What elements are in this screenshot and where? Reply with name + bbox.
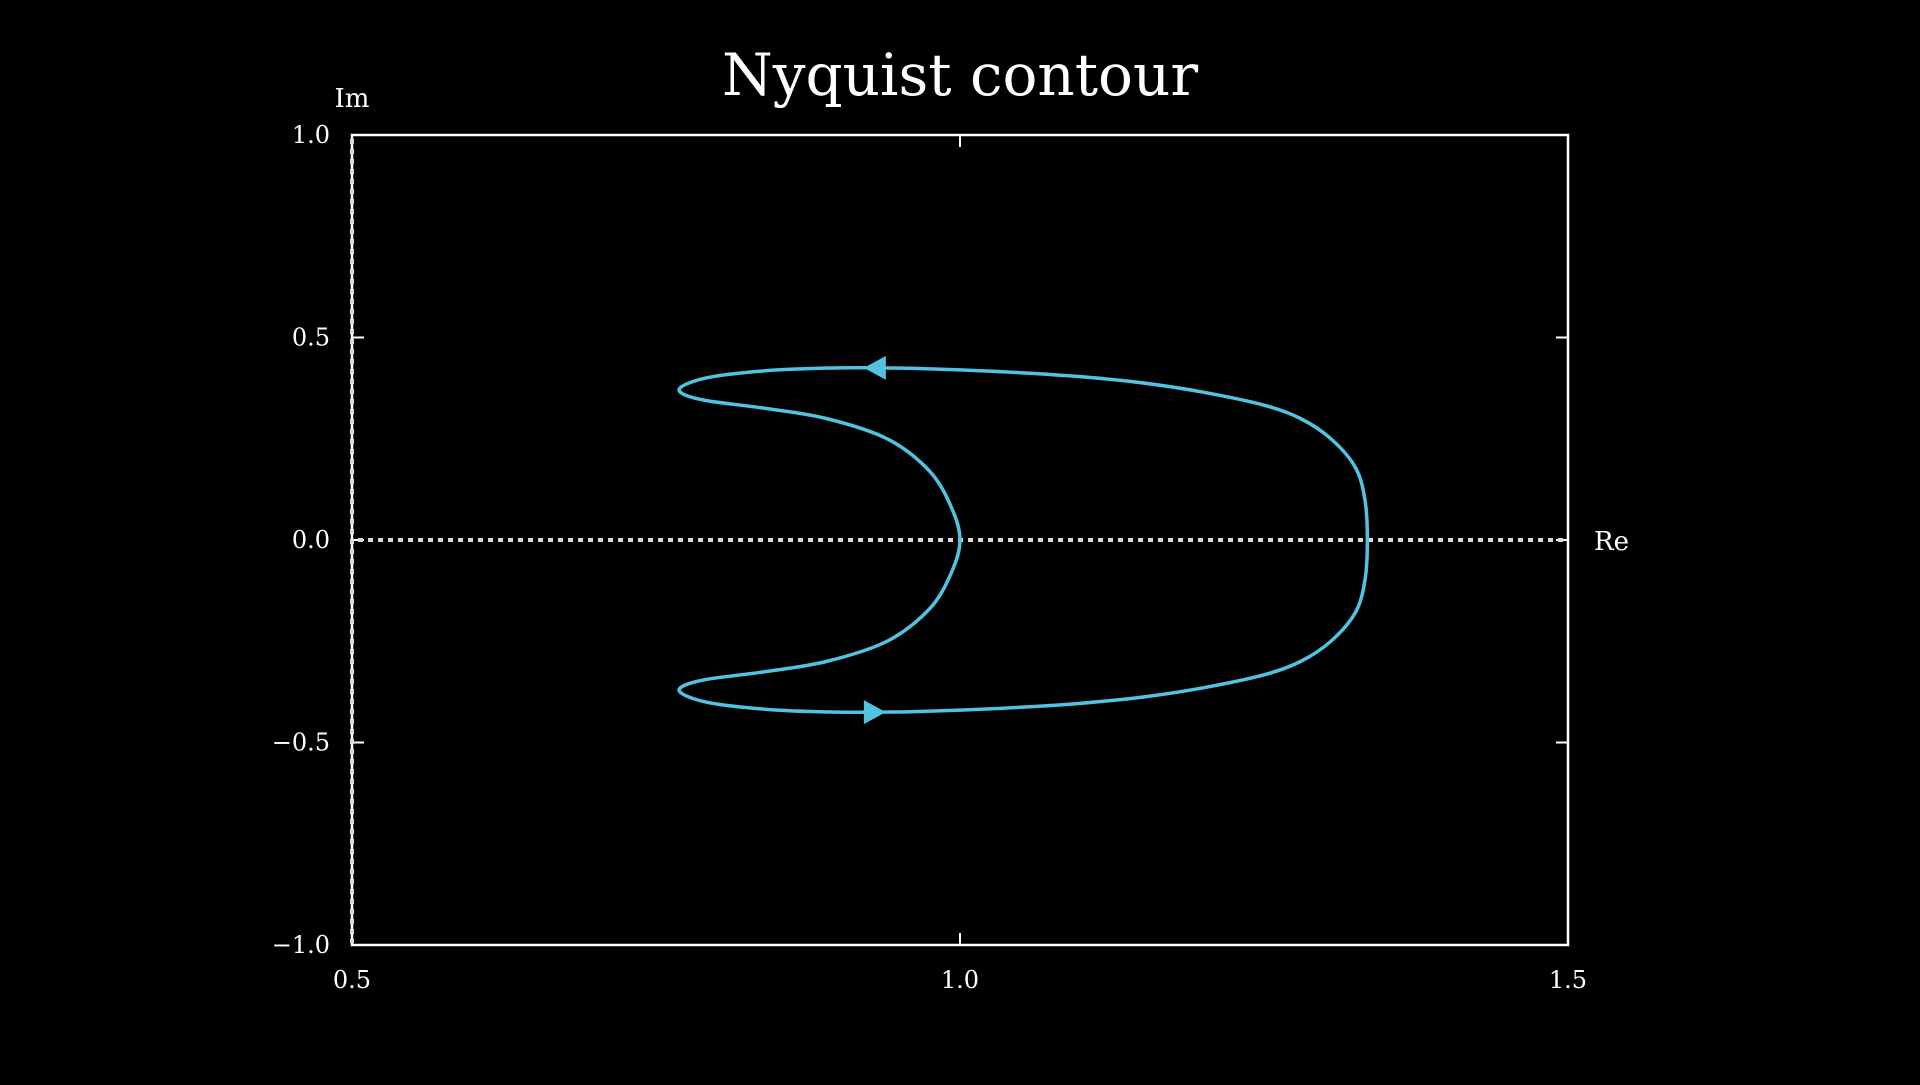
x-tick-label: 0.5 [333, 966, 371, 994]
chart-title: Nyquist contour [722, 41, 1198, 109]
direction-arrow-left [863, 355, 886, 380]
y-axis-label: Im [335, 84, 370, 114]
y-tick-label: 1.0 [292, 121, 330, 149]
x-tick-label: 1.0 [941, 966, 979, 994]
direction-arrow-right [863, 700, 886, 725]
y-tick-label: 0.5 [292, 324, 330, 352]
y-tick-label: 0.0 [292, 526, 330, 554]
y-tick-label: −0.5 [272, 729, 330, 757]
y-tick-label: −1.0 [272, 931, 330, 959]
x-tick-label: 1.5 [1549, 966, 1587, 994]
x-axis-label: Re [1594, 527, 1629, 557]
